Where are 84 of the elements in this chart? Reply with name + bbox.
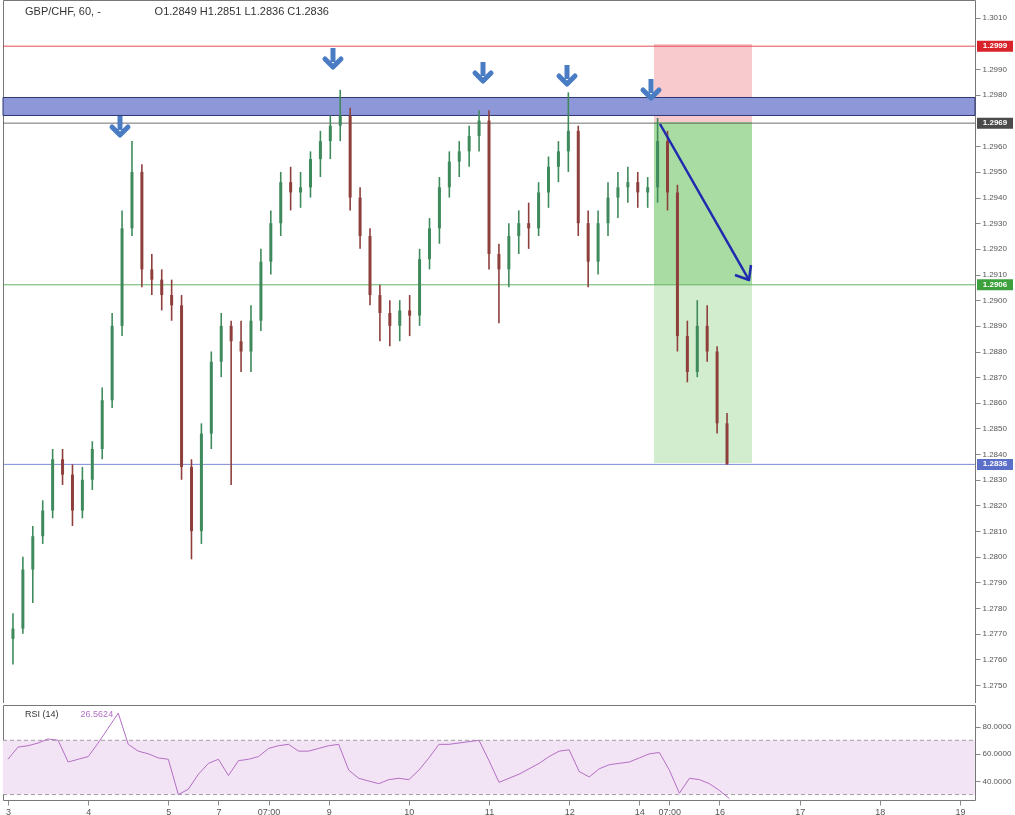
candlestick — [239, 319, 243, 373]
y-tick-label: 80.0000 — [982, 722, 1012, 732]
chart-title: RSI (14) — [25, 709, 59, 719]
candlestick — [427, 217, 431, 271]
chart-title: GBP/CHF, 60, - — [25, 5, 102, 17]
x-tick-label: 11 — [484, 806, 495, 815]
candlestick — [547, 155, 551, 209]
y-tick-label: 1.2910 — [982, 270, 1008, 280]
x-tick-label: 16 — [714, 806, 725, 815]
x-tick-label: 07:00 — [257, 806, 281, 815]
x-tick-label: 3 — [6, 806, 12, 815]
x-tick-label: 12 — [564, 806, 575, 815]
chart-subtitle: O1.2849 H1.2851 L1.2836 C1.2836 — [154, 5, 329, 17]
candlestick — [527, 201, 531, 250]
y-tick-label: 1.2870 — [982, 372, 1008, 382]
y-tick-label: 1.2830 — [982, 475, 1008, 485]
candlestick — [636, 171, 640, 209]
candlestick — [318, 130, 322, 178]
x-tick-label: 14 — [634, 806, 645, 815]
y-tick-label: 1.2750 — [982, 680, 1008, 690]
y-tick-label: 1.2760 — [982, 654, 1008, 664]
y-tick-label: 1.2950 — [982, 167, 1008, 177]
candlestick — [289, 165, 293, 212]
candlestick — [378, 283, 382, 343]
candlestick — [616, 171, 620, 219]
y-tick-label: 1.2880 — [982, 347, 1008, 356]
candlestick — [61, 448, 65, 486]
x-tick-label: 7 — [216, 806, 222, 815]
y-tick-label: 1.2980 — [982, 90, 1008, 100]
candlestick — [556, 140, 560, 183]
annotation: 26.5624 — [80, 709, 114, 719]
x-tick-label: 19 — [955, 806, 966, 815]
y-tick-label: 1.2800 — [982, 552, 1008, 562]
candlestick — [170, 278, 174, 322]
candlestick — [566, 91, 570, 173]
y-tick-label: 1.2990 — [982, 64, 1008, 74]
candlestick — [477, 109, 481, 153]
candlestick — [160, 268, 164, 312]
y-tick-label: 1.2930 — [982, 218, 1008, 228]
y-tick-label: 1.2960 — [982, 141, 1008, 151]
candlestick — [308, 150, 312, 199]
candlestick — [467, 124, 471, 168]
y-tick-label: 1.2940 — [982, 193, 1008, 203]
y-tick-label: 1.2780 — [982, 603, 1008, 613]
y-tick-label: 1.2900 — [982, 295, 1008, 305]
x-tick-label: 10 — [404, 806, 415, 815]
y-tick-label: 1.2860 — [982, 398, 1008, 408]
candlestick — [517, 209, 521, 255]
y-tick-label: 1.2920 — [982, 244, 1008, 254]
line-series — [7, 712, 730, 800]
candlestick — [150, 253, 154, 296]
candlestick — [408, 294, 412, 337]
candlestick — [626, 165, 630, 204]
y-tick-label: 40.0000 — [982, 776, 1012, 786]
candlestick — [11, 612, 15, 666]
y-tick-label: 1.2810 — [982, 526, 1008, 536]
ref-line-label: 1.2969 — [982, 118, 1008, 128]
y-tick-label: 1.2840 — [982, 449, 1008, 459]
candlestick — [229, 319, 233, 486]
x-tick-label: 17 — [795, 806, 806, 815]
y-tick-label: 1.2820 — [982, 500, 1008, 510]
candlestick — [457, 140, 461, 178]
ref-line-label: 1.2836 — [982, 459, 1008, 469]
x-tick-label: 9 — [326, 806, 332, 815]
y-tick-label: 1.2770 — [982, 629, 1008, 639]
ref-line-label: 1.2906 — [982, 279, 1008, 289]
candlestick — [497, 242, 501, 325]
y-tick-label: 1.2850 — [982, 423, 1008, 433]
x-tick-label: 07:00 — [658, 806, 682, 815]
x-tick-label: 5 — [166, 806, 172, 815]
candlestick — [646, 176, 650, 209]
ref-line-label: 1.2999 — [982, 41, 1008, 51]
y-tick-label: 60.0000 — [982, 749, 1012, 759]
y-tick-label: 1.2790 — [982, 577, 1008, 587]
candlestick — [388, 299, 392, 348]
candlestick — [398, 299, 402, 343]
y-tick-label: 1.3010 — [982, 13, 1008, 23]
candlestick — [338, 89, 342, 142]
candlestick — [299, 171, 303, 209]
y-tick-label: 1.2890 — [982, 321, 1008, 331]
x-tick-label: 4 — [86, 806, 92, 815]
candlestick — [666, 130, 670, 212]
x-tick-label: 18 — [875, 806, 886, 815]
candlestick — [328, 114, 332, 160]
